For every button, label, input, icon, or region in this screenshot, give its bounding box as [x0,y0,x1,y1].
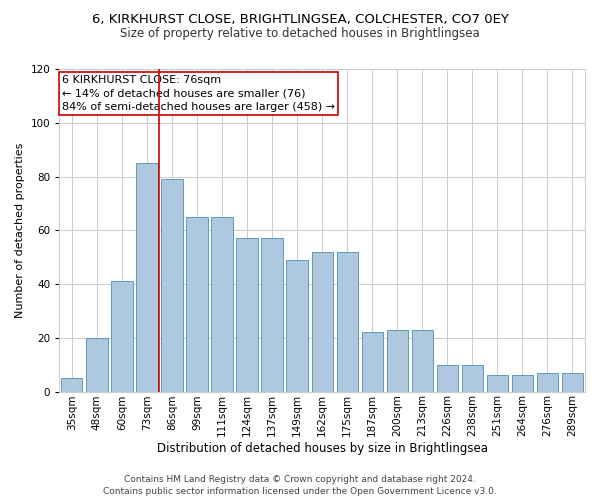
Bar [412,330,433,392]
Bar [111,282,133,392]
Text: 6 KIRKHURST CLOSE: 76sqm
← 14% of detached houses are smaller (76)
84% of semi-d: 6 KIRKHURST CLOSE: 76sqm ← 14% of detach… [62,76,335,112]
Bar [362,332,383,392]
Bar [537,372,558,392]
Bar [187,217,208,392]
X-axis label: Distribution of detached houses by size in Brightlingsea: Distribution of detached houses by size … [157,442,488,455]
Bar [487,376,508,392]
Bar [61,378,82,392]
Bar [337,252,358,392]
Bar [462,364,483,392]
Bar [386,330,408,392]
Bar [562,372,583,392]
Bar [286,260,308,392]
Bar [136,163,158,392]
Bar [236,238,258,392]
Y-axis label: Number of detached properties: Number of detached properties [15,142,25,318]
Bar [161,179,182,392]
Bar [512,376,533,392]
Bar [437,364,458,392]
Bar [211,217,233,392]
Bar [86,338,107,392]
Bar [311,252,333,392]
Text: Contains HM Land Registry data © Crown copyright and database right 2024.
Contai: Contains HM Land Registry data © Crown c… [103,474,497,496]
Text: 6, KIRKHURST CLOSE, BRIGHTLINGSEA, COLCHESTER, CO7 0EY: 6, KIRKHURST CLOSE, BRIGHTLINGSEA, COLCH… [92,12,508,26]
Text: Size of property relative to detached houses in Brightlingsea: Size of property relative to detached ho… [120,28,480,40]
Bar [262,238,283,392]
